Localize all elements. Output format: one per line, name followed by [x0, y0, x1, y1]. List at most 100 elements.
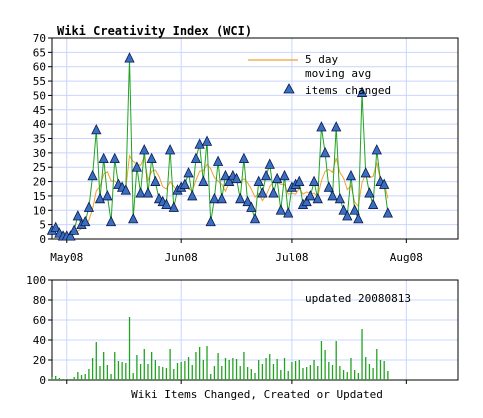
items-changed-marker	[271, 172, 283, 184]
bottom-y-tick-label: 60	[33, 314, 46, 327]
items-changed-marker	[264, 158, 275, 169]
items-changed-marker	[360, 167, 371, 178]
bottom-chart-annotation: updated 20080813	[305, 292, 411, 305]
items-changed-marker	[294, 175, 305, 186]
legend-items-label: items changed	[305, 84, 391, 97]
top-y-tick-label: 60	[33, 61, 46, 74]
items-changed-marker	[323, 181, 334, 192]
items-changed-marker	[308, 175, 320, 186]
top-y-tick-label: 30	[33, 147, 46, 160]
items-changed-marker	[131, 161, 143, 172]
bottom-chart-y-axis: 0 20 40 60 80 100	[26, 274, 52, 387]
top-x-tick-label: May08	[50, 251, 83, 264]
items-changed-marker	[338, 204, 349, 215]
top-y-tick-label: 40	[33, 118, 46, 131]
items-changed-marker	[345, 169, 357, 181]
top-y-tick-label: 45	[33, 104, 46, 117]
items-changed-marker	[102, 190, 113, 201]
items-changed-marker	[128, 213, 139, 224]
items-changed-marker	[194, 138, 205, 149]
items-changed-marker	[279, 169, 290, 181]
top-chart-gridlines	[52, 37, 458, 240]
top-y-tick-label: 55	[33, 75, 46, 88]
items-changed-marker	[220, 169, 231, 181]
items-changed-marker	[94, 192, 106, 204]
items-changed-marker	[312, 192, 323, 204]
top-y-tick-label: 20	[33, 176, 46, 189]
items-changed-marker	[187, 190, 198, 201]
items-changed-marker	[142, 187, 154, 198]
items-changed-marker	[120, 184, 131, 195]
items-changed-marker	[50, 221, 61, 232]
items-changed-marker	[260, 169, 272, 181]
items-changed-marker	[135, 187, 146, 198]
items-changed-marker	[367, 198, 379, 209]
bottom-y-tick-label: 40	[33, 334, 46, 347]
items-changed-marker	[342, 210, 353, 221]
bottom-y-tick-label: 0	[39, 374, 46, 387]
items-changed-marker	[249, 213, 261, 224]
items-changed-marker	[168, 201, 179, 212]
top-y-tick-label: 25	[33, 161, 46, 174]
items-changed-marker	[283, 207, 294, 218]
legend: 5 day moving avg items changed	[248, 53, 391, 97]
bottom-chart-x-axis	[66, 380, 407, 384]
items-changed-marker	[334, 192, 346, 204]
legend-triangle-marker	[283, 83, 295, 94]
items-changed-marker	[349, 204, 360, 215]
top-x-tick-label: Aug08	[390, 251, 423, 264]
items-changed-marker	[183, 167, 194, 178]
items-changed-marker	[242, 195, 253, 207]
items-changed-marker	[91, 123, 102, 135]
items-changed-marker	[139, 144, 150, 155]
legend-avg-label-1: 5 day	[305, 53, 338, 66]
items-changed-marker	[301, 195, 312, 207]
items-changed-marker	[257, 187, 268, 198]
items-changed-marker	[371, 144, 382, 155]
bottom-y-tick-label: 20	[33, 354, 46, 367]
items-changed-marker	[190, 152, 202, 164]
items-changed-marker	[198, 175, 209, 186]
items-changed-marker	[353, 213, 364, 224]
items-changed-marker	[231, 172, 242, 184]
items-changed-marker	[83, 201, 95, 212]
items-changed-marker	[275, 204, 286, 215]
items-changed-marker	[268, 187, 279, 198]
bottom-chart-bars	[51, 317, 389, 380]
top-chart-title: Wiki Creativity Index (WCI)	[57, 24, 252, 38]
items-changed-marker	[305, 190, 316, 201]
items-changed-marker	[246, 201, 257, 212]
top-y-tick-label: 15	[33, 190, 46, 203]
bottom-y-tick-label: 100	[26, 274, 46, 287]
items-changed-marker	[65, 230, 76, 241]
items-changed-marker	[235, 192, 246, 204]
items-changed-marker	[205, 215, 216, 227]
items-changed-marker	[216, 192, 227, 204]
items-changed-marker	[201, 135, 213, 146]
top-y-tick-label: 50	[33, 89, 46, 102]
items-changed-marker	[80, 215, 91, 227]
items-changed-marker	[316, 121, 327, 132]
bottom-chart-x-label: Wiki Items Changed, Created or Updated	[131, 388, 383, 401]
items-changed-marker	[238, 152, 250, 164]
items-changed-marker	[327, 190, 338, 201]
top-y-tick-label: 0	[39, 233, 46, 246]
items-changed-marker	[146, 152, 157, 164]
items-changed-marker	[68, 224, 80, 235]
top-y-tick-label: 35	[33, 133, 46, 146]
items-changed-marker	[109, 152, 120, 164]
items-changed-marker	[212, 155, 224, 166]
top-y-tick-label: 70	[33, 32, 46, 45]
items-changed-markers	[46, 52, 394, 241]
items-changed-marker	[224, 175, 235, 186]
items-changed-marker	[364, 187, 375, 198]
items-changed-marker	[98, 152, 109, 164]
items-changed-marker	[253, 175, 264, 186]
items-changed-marker	[319, 146, 331, 158]
top-y-tick-label: 10	[33, 204, 46, 217]
items-changed-marker	[179, 178, 191, 189]
bottom-y-tick-label: 80	[33, 294, 46, 307]
